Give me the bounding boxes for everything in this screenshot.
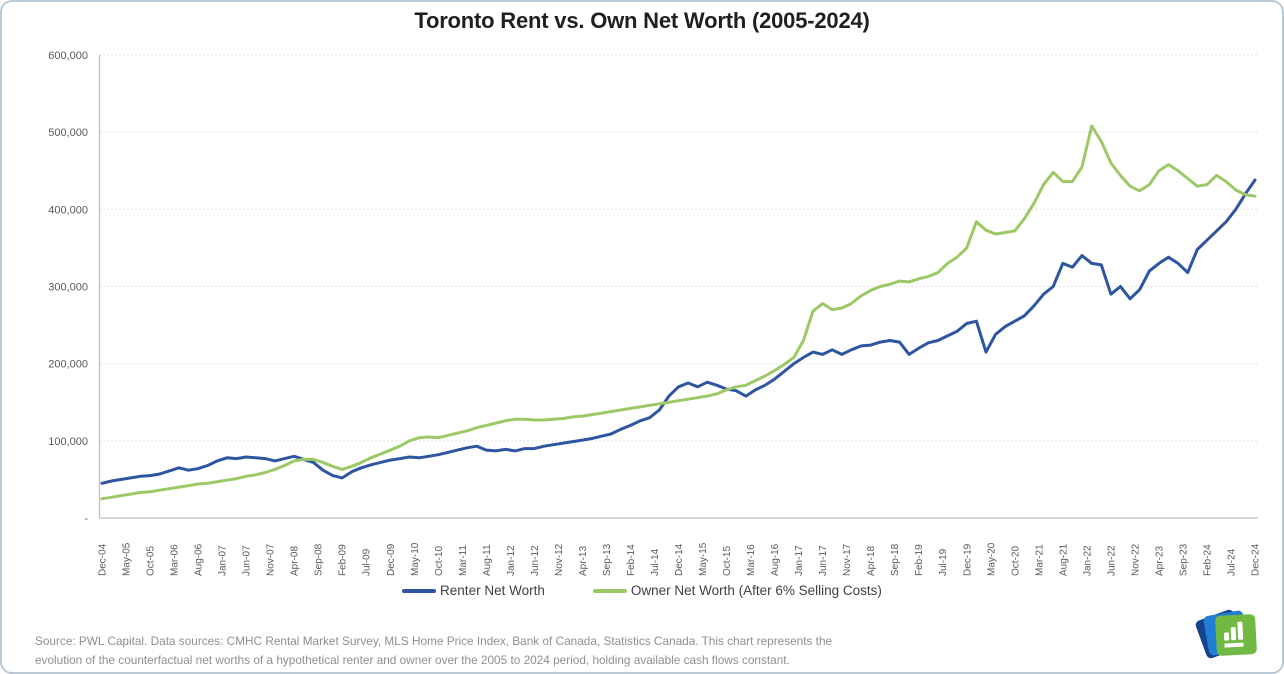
svg-text:Feb-19: Feb-19: [914, 544, 925, 576]
svg-text:Dec-09: Dec-09: [386, 543, 397, 576]
svg-text:Jan-07: Jan-07: [218, 545, 229, 576]
legend-label-renter: Renter Net Worth: [440, 583, 545, 598]
svg-text:Nov-12: Nov-12: [554, 543, 565, 576]
svg-text:600,000: 600,000: [48, 50, 88, 62]
source-note: Source: PWL Capital. Data sources: CMHC …: [35, 632, 1000, 670]
source-note-line1: Source: PWL Capital. Data sources: CMHC …: [35, 634, 833, 648]
pwl-capital-logo: [1192, 606, 1264, 664]
svg-text:Jan-12: Jan-12: [506, 545, 517, 576]
svg-text:Jun-22: Jun-22: [1106, 545, 1117, 576]
legend-label-owner: Owner Net Worth (After 6% Selling Costs): [630, 583, 882, 598]
svg-text:Jun-12: Jun-12: [530, 545, 541, 576]
svg-text:Apr-23: Apr-23: [1154, 546, 1165, 576]
svg-text:Mar-11: Mar-11: [458, 545, 469, 576]
svg-text:Oct-20: Oct-20: [1010, 546, 1021, 576]
svg-text:Nov-17: Nov-17: [842, 543, 853, 576]
legend-item-owner: Owner Net Worth (After 6% Selling Costs): [592, 583, 882, 598]
svg-text:Jan-22: Jan-22: [1082, 545, 1093, 576]
svg-text:Jun-17: Jun-17: [818, 545, 829, 576]
svg-text:Apr-18: Apr-18: [866, 546, 877, 576]
svg-text:500,000: 500,000: [48, 127, 88, 139]
svg-text:Sep-18: Sep-18: [890, 543, 901, 576]
svg-text:Oct-15: Oct-15: [722, 546, 733, 576]
svg-text:Sep-13: Sep-13: [602, 543, 613, 576]
svg-text:100,000: 100,000: [48, 436, 88, 448]
svg-text:Feb-14: Feb-14: [626, 544, 637, 576]
svg-text:Dec-24: Dec-24: [1251, 543, 1262, 576]
svg-text:Dec-04: Dec-04: [98, 543, 109, 576]
legend-item-renter: Renter Net Worth: [402, 583, 545, 598]
svg-text:May-10: May-10: [410, 542, 421, 576]
svg-text:Jan-17: Jan-17: [794, 545, 805, 576]
svg-text:Apr-13: Apr-13: [578, 546, 589, 576]
svg-text:-: -: [84, 513, 88, 525]
svg-text:Dec-19: Dec-19: [962, 543, 973, 576]
svg-text:Dec-14: Dec-14: [674, 543, 685, 576]
svg-text:Feb-24: Feb-24: [1202, 544, 1213, 576]
owner-line-swatch: [592, 588, 627, 593]
svg-text:Oct-10: Oct-10: [434, 546, 445, 576]
svg-text:Nov-07: Nov-07: [266, 543, 277, 576]
svg-text:Aug-16: Aug-16: [770, 543, 781, 576]
svg-text:Aug-11: Aug-11: [482, 544, 493, 576]
svg-text:Jul-24: Jul-24: [1226, 548, 1237, 576]
svg-text:Oct-05: Oct-05: [146, 546, 157, 576]
svg-text:Jul-19: Jul-19: [938, 548, 949, 576]
line-chart-plot: 600,000 500,000 400,000 300,000 200,000 100,0…: [48, 50, 1262, 576]
svg-text:Mar-21: Mar-21: [1034, 544, 1045, 576]
svg-text:May-05: May-05: [122, 542, 133, 576]
source-note-line2: evolution of the counterfactual net wort…: [35, 652, 790, 667]
svg-text:Sep-23: Sep-23: [1178, 543, 1189, 576]
chart-title: Toronto Rent vs. Own Net Worth (2005-202…: [414, 8, 870, 33]
svg-text:Jul-09: Jul-09: [362, 548, 373, 576]
bar-chart-icon: [1214, 613, 1258, 657]
svg-text:Aug-21: Aug-21: [1058, 543, 1069, 576]
svg-text:200,000: 200,000: [48, 359, 88, 371]
svg-text:Jul-14: Jul-14: [650, 548, 661, 576]
svg-text:Sep-08: Sep-08: [314, 543, 325, 576]
svg-text:Apr-08: Apr-08: [290, 546, 301, 576]
svg-text:Mar-16: Mar-16: [746, 544, 757, 576]
svg-text:Feb-09: Feb-09: [338, 544, 349, 576]
svg-text:May-15: May-15: [698, 542, 709, 576]
svg-text:Mar-06: Mar-06: [170, 544, 181, 576]
svg-text:Nov-22: Nov-22: [1130, 543, 1141, 576]
svg-text:Aug-06: Aug-06: [194, 543, 205, 576]
renter-line-swatch: [402, 588, 437, 593]
chart-legend: Renter Net Worth Owner Net Worth (After …: [2, 583, 1282, 598]
svg-text:May-20: May-20: [986, 542, 997, 576]
svg-text:400,000: 400,000: [48, 204, 88, 216]
svg-text:300,000: 300,000: [48, 282, 88, 294]
svg-text:Jun-07: Jun-07: [242, 545, 253, 576]
